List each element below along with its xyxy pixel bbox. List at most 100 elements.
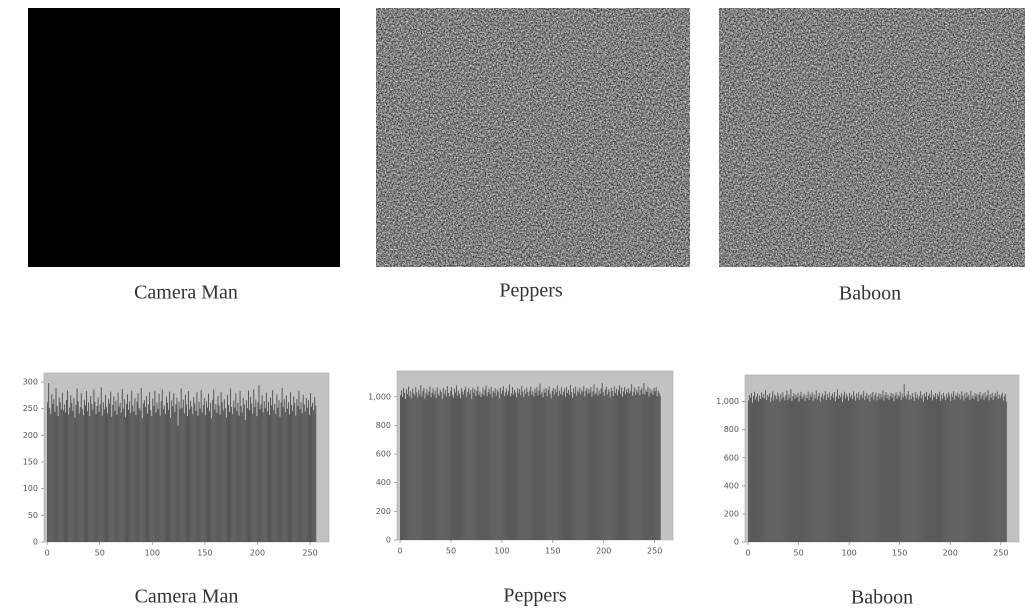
histogram-bar xyxy=(434,395,435,540)
histogram-bar xyxy=(608,389,609,540)
histogram-bar xyxy=(498,392,499,540)
histogram-bar xyxy=(59,398,60,542)
histogram-bar xyxy=(51,394,52,542)
histogram-bar xyxy=(652,390,653,540)
histogram-bar xyxy=(884,401,885,542)
histogram-bar xyxy=(571,392,572,540)
x-tick-label: 200 xyxy=(250,549,265,558)
histogram-bar xyxy=(877,396,878,542)
histogram-bar xyxy=(797,397,798,542)
histogram-bar xyxy=(262,395,263,542)
histogram-bar xyxy=(771,398,772,542)
histogram-bar xyxy=(864,400,865,542)
histogram-bar xyxy=(484,395,485,540)
histogram-bar xyxy=(640,390,641,540)
histogram-bar xyxy=(191,407,192,542)
x-tick-label: 100 xyxy=(145,549,160,558)
histogram-bar xyxy=(539,390,540,540)
histogram-bar xyxy=(808,392,809,542)
histogram-bar xyxy=(147,414,148,542)
histogram-bar xyxy=(252,414,253,542)
histogram-bar xyxy=(660,395,661,540)
histogram-bar xyxy=(183,400,184,542)
histogram-bar xyxy=(403,388,404,540)
histogram-bar xyxy=(1000,398,1001,542)
histogram-bar xyxy=(578,392,579,540)
histogram-bar xyxy=(941,395,942,542)
histogram-bar xyxy=(580,394,581,540)
histogram-bar xyxy=(534,388,535,540)
histogram-bar xyxy=(656,387,657,540)
histogram-bar xyxy=(417,397,418,540)
histogram-bar xyxy=(536,393,537,540)
histogram-bar xyxy=(890,396,891,542)
histogram-bar xyxy=(56,388,57,542)
histogram-bar xyxy=(873,400,874,542)
y-tick-label: 200 xyxy=(724,509,739,518)
histogram-bar xyxy=(55,412,56,542)
histogram-bar xyxy=(657,396,658,540)
histogram-bar xyxy=(255,400,256,542)
histogram-bar xyxy=(433,388,434,540)
histogram-bar xyxy=(109,403,110,542)
histogram-bar xyxy=(522,391,523,540)
histogram-bar xyxy=(533,396,534,540)
histogram-bar xyxy=(218,396,219,542)
histogram-bar xyxy=(550,394,551,540)
histogram-bar xyxy=(306,398,307,542)
y-tick-label: 0 xyxy=(734,538,739,547)
histogram-bar xyxy=(583,386,584,540)
histogram-bar xyxy=(436,398,437,540)
histogram-bar xyxy=(504,396,505,540)
histogram-bar xyxy=(80,407,81,542)
chart-caption: Baboon xyxy=(851,587,913,609)
histogram-bar xyxy=(108,399,109,542)
histogram-bar xyxy=(958,397,959,542)
histogram-bar xyxy=(195,411,196,542)
histogram-bar xyxy=(828,398,829,542)
histogram-bar xyxy=(901,400,902,542)
histogram-bar xyxy=(766,400,767,542)
histogram-bar xyxy=(174,412,175,542)
histogram-bar xyxy=(551,398,552,540)
histogram-bar xyxy=(113,396,114,542)
histogram-bar xyxy=(869,401,870,542)
histogram-bar xyxy=(531,395,532,540)
histogram-bar xyxy=(782,392,783,542)
histogram-bar xyxy=(537,387,538,540)
histogram-bar xyxy=(604,396,605,540)
histogram-bar xyxy=(125,417,126,542)
histogram-bar xyxy=(119,407,120,542)
histogram-bar xyxy=(419,394,420,540)
histogram-bar xyxy=(544,389,545,540)
histogram-bar xyxy=(199,402,200,542)
histogram-bar xyxy=(1001,395,1002,542)
histogram-bar xyxy=(500,388,501,540)
histogram-bar xyxy=(167,403,168,542)
histogram-bar xyxy=(444,394,445,540)
histogram-bar xyxy=(965,398,966,542)
y-tick-label: 100 xyxy=(23,484,38,493)
histogram-bar xyxy=(880,394,881,542)
histogram-bar xyxy=(844,392,845,542)
histogram-bar xyxy=(918,399,919,542)
y-tick-label: 0 xyxy=(33,538,38,547)
y-tick-label: 400 xyxy=(376,478,391,487)
histogram-bar xyxy=(783,397,784,542)
histogram-bar xyxy=(605,390,606,540)
histogram-bar xyxy=(944,396,945,542)
histogram-bar xyxy=(628,388,629,540)
histogram-bar xyxy=(426,393,427,540)
histogram-bar xyxy=(294,403,295,542)
histogram-bar xyxy=(312,403,313,542)
histogram-bar xyxy=(180,409,181,542)
histogram-bar xyxy=(998,399,999,542)
histogram-bar xyxy=(123,409,124,542)
histogram-bar xyxy=(465,387,466,540)
histogram-bar xyxy=(493,391,494,540)
histogram-bar xyxy=(416,392,417,540)
histogram-bar xyxy=(470,390,471,540)
histogram-bar xyxy=(486,385,487,540)
histogram-bar xyxy=(305,411,306,542)
histogram-bar xyxy=(476,391,477,540)
